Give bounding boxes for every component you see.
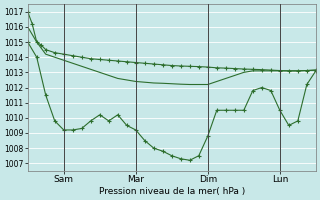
X-axis label: Pression niveau de la mer( hPa ): Pression niveau de la mer( hPa ) <box>99 187 245 196</box>
